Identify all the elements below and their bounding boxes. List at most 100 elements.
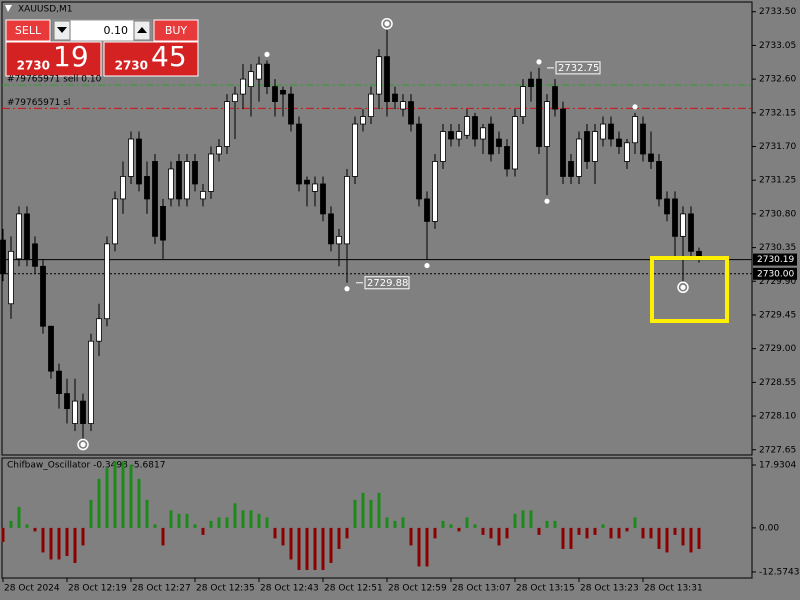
osc-bar [169,510,173,528]
osc-bar [353,499,357,528]
extreme-ring [77,438,89,451]
candle-body [104,243,110,320]
y-tick-label: 2733.50 [759,7,796,17]
price-tag [753,253,797,266]
price-tag-label: 2730.19 [757,255,794,265]
extreme-ring [381,17,393,30]
osc-bar [337,527,341,549]
osc-bar [129,464,133,528]
osc-bar [409,527,413,546]
osc-bar [57,527,61,560]
candle-body [48,325,54,372]
candle-body [0,239,6,275]
osc-bar [73,527,77,563]
candle-body [224,101,230,147]
osc-bar [457,527,461,532]
osc-bar [313,527,317,570]
osc-bar [225,517,229,528]
osc-bar [81,527,85,546]
buy-button[interactable] [153,19,199,42]
candle-body [80,400,86,424]
candle-body [312,183,318,192]
annotation-label: 2729.88 [367,278,408,289]
candle-body [680,213,686,237]
candle-body [72,400,78,424]
osc-bar [369,499,373,528]
osc-bar [105,468,109,528]
osc-bar [609,527,613,539]
extreme-dot [264,51,270,58]
extreme-dot [680,284,686,290]
osc-bar [681,527,685,546]
extreme-dot [544,198,550,204]
candle-body [96,318,102,342]
candle-body [24,213,30,260]
osc-bar [121,461,125,528]
annotation-box [555,61,601,75]
osc-bar [289,527,293,560]
price-tag-label: 2730.00 [757,269,794,279]
osc-bar [513,513,517,528]
y-tick-label: 2731.70 [759,142,796,152]
candle-body [552,86,558,110]
osc-bar [657,527,661,549]
osc-bar [297,527,301,570]
x-tick-label: 28 Oct 12:51 [324,584,383,594]
y-tick-label: 2731.25 [759,176,796,186]
candle-body [584,131,590,162]
candle-body [448,131,454,140]
osc-bar [9,520,13,528]
candle-body [144,176,150,200]
osc-bar [433,527,437,539]
osc-bar [281,527,285,546]
candle-body [440,131,446,162]
osc-bar [145,499,149,528]
x-tick-label: 28 Oct 12:27 [132,584,191,594]
osc-bar [65,527,69,556]
sell-price-box[interactable] [5,41,102,77]
trade-panel: SELL 0.10 BUY 2730 19 2730 45 [5,19,199,77]
candle-body [192,161,198,185]
osc-bar [41,527,45,553]
extreme-dot [424,262,430,269]
osc-bar [537,527,541,535]
osc-bar [385,517,389,528]
candle-body [568,161,574,177]
osc-bar [273,527,277,539]
candle-body [16,213,22,260]
candle-body [544,101,550,147]
osc-bar [305,527,309,570]
x-tick-label: 28 Oct 12:35 [196,584,255,594]
candle-body [160,206,166,241]
candle-body [664,198,670,215]
candle-body [480,127,486,140]
candle-body [464,116,470,136]
osc-bar [641,527,645,539]
y-tick-label: 2733.05 [759,41,796,51]
candle-body [240,78,246,95]
osc-bar [201,527,205,535]
extreme-dot [344,286,350,292]
osc-bar [17,506,21,528]
buy-price-box[interactable] [103,41,199,77]
osc-bar [561,527,565,549]
candle-body [232,93,238,102]
symbol-icon [5,5,12,12]
candle-body [672,198,678,237]
candle-body [656,161,662,200]
candle-body [280,89,286,95]
osc-bar [1,527,5,542]
candle-body [200,191,206,200]
sell-button[interactable] [5,19,51,42]
candle-body [32,243,38,267]
y-tick-label: 2729.90 [759,277,796,287]
order-level-label: #79765971 sell 0.10 [7,75,102,85]
candle-body [64,393,70,409]
osc-bar [665,527,669,553]
lot-box[interactable] [52,19,152,42]
annotation-label: 2732.75 [558,63,599,74]
extreme-dot [384,21,390,27]
osc-bar [633,517,637,528]
y-tick-label: 2728.55 [759,378,796,388]
